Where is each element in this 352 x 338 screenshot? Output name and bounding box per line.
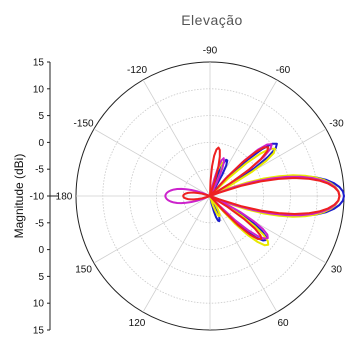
radial-tick-label: 0	[38, 245, 44, 256]
series-group	[164, 142, 345, 247]
angle-label: -60	[276, 65, 291, 76]
radial-tick-label: 10	[33, 84, 45, 95]
angle-label: 180	[56, 192, 73, 203]
radial-tick-label: 5	[38, 272, 44, 283]
chart-title: Elevação	[181, 12, 243, 28]
radial-axis: 15 10 5 0 -5 -10 -5 0 5 10 15	[30, 58, 58, 337]
grid-spoke	[142, 195, 211, 313]
radial-tick-label: 10	[33, 299, 45, 310]
angle-label: -30	[329, 119, 344, 130]
radial-tick-label: 15	[33, 326, 45, 337]
series-trace-4	[182, 146, 341, 241]
radial-tick-label: 15	[33, 58, 45, 69]
angle-label: -120	[127, 65, 147, 76]
angle-labels: 0306090120150180-150-120-90-60-30	[56, 46, 344, 338]
grid-spoke	[93, 195, 211, 264]
angle-label: 120	[129, 318, 146, 329]
radial-tick-label: -5	[35, 218, 44, 229]
radial-tick-label: -5	[35, 165, 44, 176]
radial-tick-label: 5	[38, 111, 44, 122]
grid-spoke	[209, 195, 278, 313]
grid-spoke	[142, 79, 211, 197]
angle-label: 30	[331, 265, 343, 276]
polar-grid	[75, 61, 345, 331]
radial-tick-label: -10	[30, 192, 45, 203]
angle-label: 150	[75, 265, 92, 276]
radial-tick-label: 0	[38, 138, 44, 149]
angle-label: -90	[203, 46, 218, 57]
angle-label: -150	[74, 119, 94, 130]
series-trace-1	[209, 142, 345, 242]
radial-axis-label: Magnitude (dBi)	[12, 154, 26, 239]
grid-spoke	[93, 128, 211, 197]
angle-label: 60	[277, 318, 289, 329]
